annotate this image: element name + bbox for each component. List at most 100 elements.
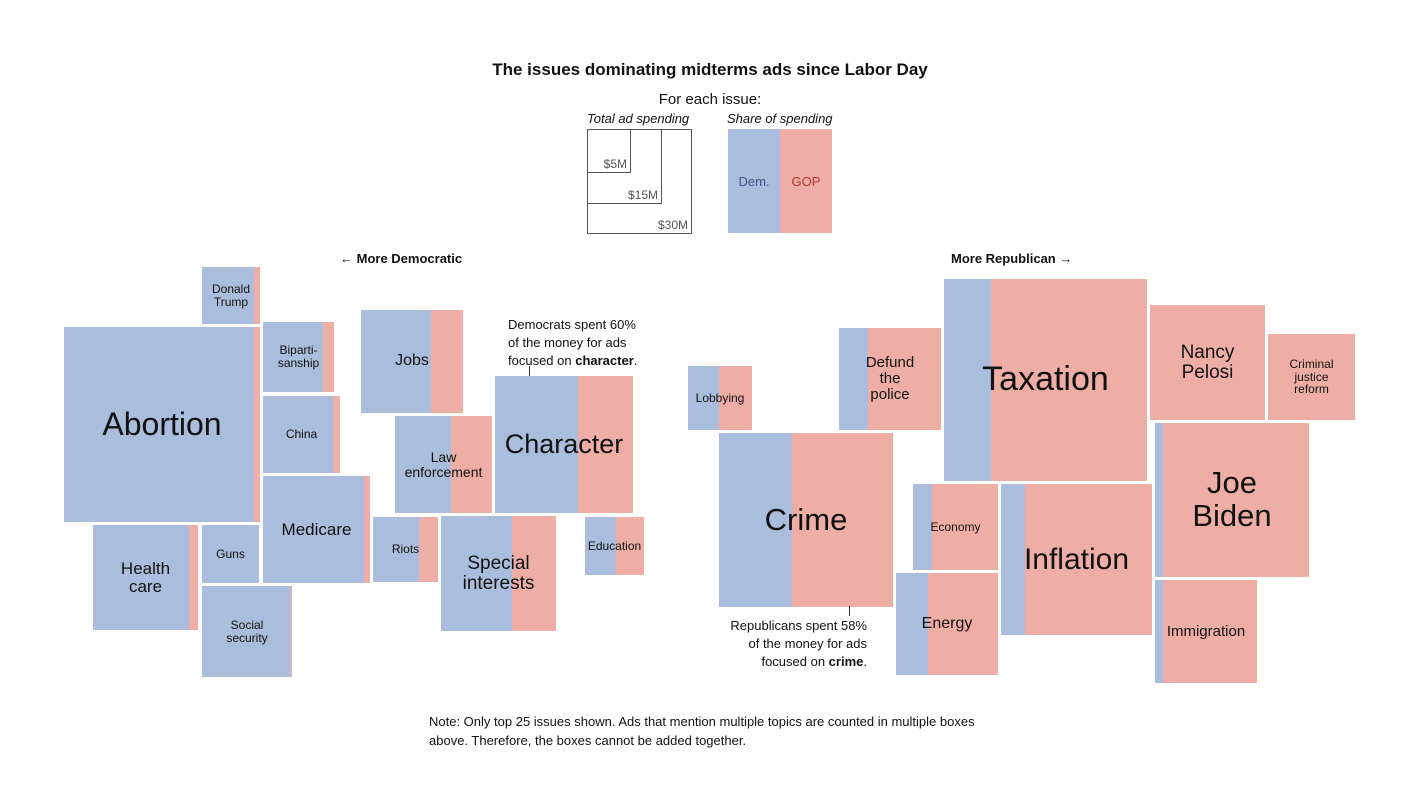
issue-box-character: Character: [495, 376, 633, 513]
issue-label: Lobbying: [695, 390, 745, 405]
issue-label: Special interests: [462, 552, 535, 594]
issue-box-immigration: Immigration: [1155, 580, 1257, 683]
annotation-crime: Republicans spent 58% of the money for ad…: [730, 618, 867, 669]
issue-label: Joe Biden: [1192, 465, 1272, 533]
footnote: Note: Only top 25 issues shown. Ads that…: [429, 714, 975, 748]
legend-gop-swatch: GOP: [780, 129, 832, 233]
issue-box-economy: Economy: [913, 484, 998, 570]
issue-label: Defund the police: [865, 354, 915, 403]
dem-share-bar: [1001, 484, 1025, 635]
issue-label: Inflation: [1023, 542, 1130, 576]
dem-share-bar: [585, 517, 616, 575]
issue-box-social-security: Social security: [202, 586, 292, 677]
issue-label: Immigration: [1166, 622, 1246, 640]
gop-share-bar: [512, 516, 556, 631]
issue-label: Character: [504, 429, 624, 460]
gop-share-bar: [1268, 334, 1355, 420]
issue-label: Donald Trump: [211, 281, 251, 309]
more-republican-label: More Republican →: [951, 251, 1073, 266]
more-democratic-label: ← More Democratic: [340, 251, 463, 266]
issue-box-lobbying: Lobbying: [688, 366, 752, 430]
dem-share-bar: [361, 310, 431, 413]
dem-share-bar: [944, 279, 991, 481]
issue-box-china: China: [263, 396, 340, 473]
gop-share-bar: [928, 573, 998, 675]
gop-share-bar: [1150, 305, 1265, 420]
legend-size-5m: $5M: [587, 129, 631, 173]
issue-box-donald-trump: Donald Trump: [202, 267, 260, 324]
dem-share-bar: [395, 416, 451, 513]
gop-share-bar: [333, 396, 340, 473]
dem-share-bar: [913, 484, 932, 570]
legend-dem-swatch: Dem.: [728, 129, 780, 233]
issue-label: Crime: [764, 501, 848, 537]
dem-share-bar: [1155, 423, 1163, 577]
issue-box-inflation: Inflation: [1001, 484, 1152, 635]
dem-share-bar: [93, 525, 189, 630]
issue-box-guns: Guns: [202, 525, 259, 583]
issue-box-joe-biden: Joe Biden: [1155, 423, 1309, 577]
issue-label: Energy: [921, 614, 973, 632]
issue-box-defund-the-police: Defund the police: [839, 328, 941, 430]
issue-label: Jobs: [395, 352, 429, 370]
gop-share-bar: [323, 322, 334, 392]
issue-label: Nancy Pelosi: [1180, 341, 1235, 383]
gop-share-bar: [868, 328, 941, 430]
issue-label: Economy: [930, 519, 981, 534]
dem-share-bar: [263, 476, 364, 583]
chart-title: The issues dominating midterms ads since…: [492, 60, 928, 79]
issue-box-jobs: Jobs: [361, 310, 463, 413]
legend-size-5m-label: $5M: [603, 157, 627, 171]
issue-box-medicare: Medicare: [263, 476, 370, 583]
issue-label: Health care: [120, 558, 171, 596]
issue-box-bipartisanship: Biparti- sanship: [263, 322, 334, 392]
annotation-keyword: character: [575, 353, 634, 368]
issue-box-law-enforcement: Law enforcement: [395, 416, 492, 513]
issue-label: Biparti- sanship: [277, 343, 320, 370]
gop-share-bar: [291, 586, 292, 677]
issue-box-taxation: Taxation: [944, 279, 1147, 481]
annotation-character-tick: [529, 366, 530, 376]
issue-box-health-care: Health care: [93, 525, 198, 630]
gop-share-bar: [1025, 484, 1152, 635]
dem-share-bar: [495, 376, 578, 513]
chart-subtitle: For each issue:: [658, 91, 762, 108]
gop-share-bar: [578, 376, 633, 513]
gop-share-bar: [719, 366, 752, 430]
dem-share-bar: [719, 433, 792, 607]
issue-box-abortion: Abortion: [64, 327, 260, 522]
annotation-keyword: crime: [828, 654, 864, 669]
issue-box-nancy-pelosi: Nancy Pelosi: [1150, 305, 1265, 420]
dem-share-bar: [896, 573, 928, 675]
dem-share-bar: [263, 322, 323, 392]
issue-label: Taxation: [982, 360, 1109, 399]
gop-share-bar: [792, 433, 893, 607]
gop-share-bar: [1163, 423, 1309, 577]
issue-box-special-interests: Special interests: [441, 516, 556, 631]
dem-share-bar: [441, 516, 512, 631]
dem-share-bar: [202, 525, 259, 583]
dem-share-bar: [263, 396, 333, 473]
issue-label: Criminal justice reform: [1289, 357, 1334, 397]
issue-box-criminal-justice-reform: Criminal justice reform: [1268, 334, 1355, 420]
dem-share-bar: [373, 517, 419, 582]
issue-label: China: [285, 427, 318, 442]
issue-label: Social security: [226, 617, 268, 645]
gop-share-bar: [932, 484, 998, 570]
legend-size-15m-label: $15M: [627, 188, 658, 202]
gop-share-bar: [431, 310, 463, 413]
issue-label: Education: [587, 538, 642, 553]
issue-label: Riots: [391, 542, 420, 557]
issue-label: Guns: [216, 546, 245, 561]
gop-share-bar: [1163, 580, 1257, 683]
annotation-crime-tick: [849, 606, 850, 616]
gop-share-bar: [991, 279, 1147, 481]
dem-share-bar: [1155, 580, 1163, 683]
issue-label: Law enforcement: [404, 448, 483, 480]
gop-share-bar: [364, 476, 370, 583]
dem-share-bar: [202, 586, 291, 677]
issue-box-energy: Energy: [896, 573, 998, 675]
gop-share-bar: [616, 517, 644, 575]
legend-size-30m-label: $30M: [657, 218, 688, 232]
gop-share-bar: [451, 416, 492, 513]
